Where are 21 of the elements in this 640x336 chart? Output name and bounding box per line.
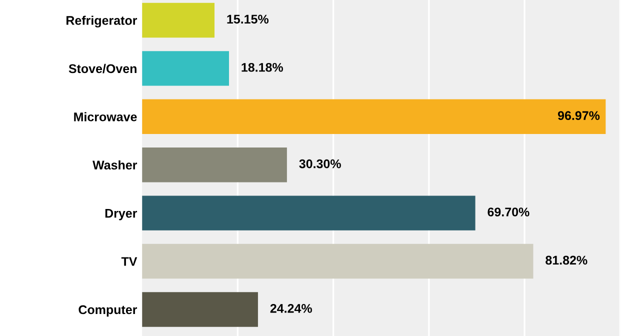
data-label: 18.18% [242, 62, 284, 72]
data-label: 96.97% [558, 111, 600, 120]
data-label: 30.30% [299, 159, 341, 168]
bar [142, 292, 258, 327]
y-tick-label: Computer [78, 305, 138, 317]
bar [142, 2, 215, 38]
bar [142, 244, 534, 279]
data-label: 69.70% [488, 208, 530, 216]
y-tick-label: Dryer [105, 209, 138, 220]
bar [142, 99, 606, 134]
data-label: 24.24% [270, 304, 312, 313]
y-tick-label: Stove/Oven [68, 64, 136, 74]
bar [142, 51, 229, 86]
y-tick-label: Washer [92, 160, 138, 170]
y-tick-label: TV [121, 257, 138, 266]
data-label: 15.15% [227, 14, 269, 24]
y-tick-label: Microwave [74, 112, 137, 122]
bar [142, 196, 476, 230]
bar [142, 148, 287, 182]
data-label: 81.82% [546, 256, 588, 265]
y-tick-label: Refrigerator [66, 16, 138, 28]
